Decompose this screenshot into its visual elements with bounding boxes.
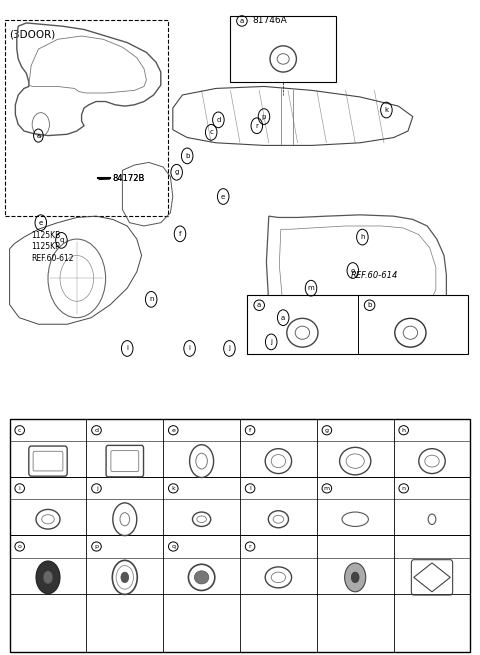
Text: 84142N: 84142N	[257, 484, 287, 493]
Text: b: b	[185, 153, 190, 159]
Text: p: p	[262, 113, 266, 120]
Text: b: b	[367, 302, 372, 309]
Text: d: d	[95, 428, 98, 433]
Text: 84136B: 84136B	[26, 426, 56, 435]
Text: 84132B: 84132B	[378, 301, 410, 310]
Circle shape	[345, 563, 366, 591]
Text: p: p	[95, 544, 98, 549]
Text: REF.60-614: REF.60-614	[350, 271, 398, 280]
Text: r: r	[249, 544, 252, 549]
Ellipse shape	[194, 571, 209, 584]
Text: i: i	[189, 345, 191, 352]
Text: i: i	[19, 486, 21, 491]
Text: 1731JF: 1731JF	[267, 301, 296, 310]
Text: f: f	[179, 231, 181, 237]
Text: a: a	[36, 132, 40, 139]
Text: 1125KB
1125KP
REF.60-612: 1125KB 1125KP REF.60-612	[31, 231, 74, 263]
Text: 84231F: 84231F	[410, 484, 439, 493]
Text: n: n	[402, 486, 406, 491]
Text: j: j	[270, 339, 272, 345]
Circle shape	[36, 561, 60, 593]
Text: (3DOOR): (3DOOR)	[10, 29, 56, 39]
Text: 81746A: 81746A	[252, 16, 287, 26]
Text: g: g	[174, 169, 179, 176]
Text: d: d	[216, 117, 221, 123]
Text: m: m	[308, 285, 314, 291]
Bar	[10, 419, 470, 652]
Text: c: c	[209, 129, 213, 136]
Text: 81739B: 81739B	[103, 542, 132, 551]
Text: m: m	[324, 486, 330, 491]
Text: h: h	[360, 234, 365, 240]
Text: 84172B: 84172B	[113, 174, 145, 183]
Text: 85834A: 85834A	[26, 542, 56, 551]
Text: 84132A: 84132A	[180, 484, 209, 493]
Text: e: e	[171, 428, 175, 433]
Text: 83191: 83191	[103, 484, 127, 493]
Text: a: a	[240, 18, 244, 24]
Text: c: c	[18, 428, 22, 433]
Text: a: a	[257, 302, 261, 309]
Text: 1076AM: 1076AM	[410, 426, 442, 435]
Text: k: k	[171, 486, 175, 491]
Text: i: i	[126, 345, 128, 352]
Text: j: j	[228, 345, 230, 352]
Text: 1731JE: 1731JE	[26, 484, 53, 493]
Text: o: o	[351, 267, 355, 274]
Text: f: f	[249, 428, 251, 433]
Bar	[247, 295, 468, 354]
Text: g: g	[325, 428, 329, 433]
Text: k: k	[384, 107, 388, 113]
Text: o: o	[18, 544, 22, 549]
Text: 84146B: 84146B	[180, 542, 209, 551]
Text: 84182K: 84182K	[334, 484, 362, 493]
Text: 84137: 84137	[103, 426, 127, 435]
Text: j: j	[96, 486, 97, 491]
Circle shape	[43, 571, 53, 584]
Circle shape	[351, 572, 359, 582]
Text: 84172B: 84172B	[113, 174, 145, 183]
Text: a: a	[281, 314, 285, 321]
Text: h: h	[402, 428, 406, 433]
Text: 84133B: 84133B	[418, 542, 446, 551]
Text: 1731JA: 1731JA	[180, 426, 206, 435]
Text: e: e	[221, 193, 225, 200]
Text: q: q	[59, 237, 64, 244]
Text: 1731JB: 1731JB	[257, 426, 283, 435]
Text: 71107: 71107	[343, 542, 367, 551]
Text: e: e	[39, 219, 43, 226]
Text: r: r	[255, 122, 258, 129]
Text: l: l	[249, 486, 251, 491]
Text: 1731JC: 1731JC	[334, 426, 360, 435]
Circle shape	[121, 572, 129, 582]
Text: 84136: 84136	[257, 542, 281, 551]
Text: n: n	[149, 296, 154, 303]
Text: q: q	[171, 544, 175, 549]
